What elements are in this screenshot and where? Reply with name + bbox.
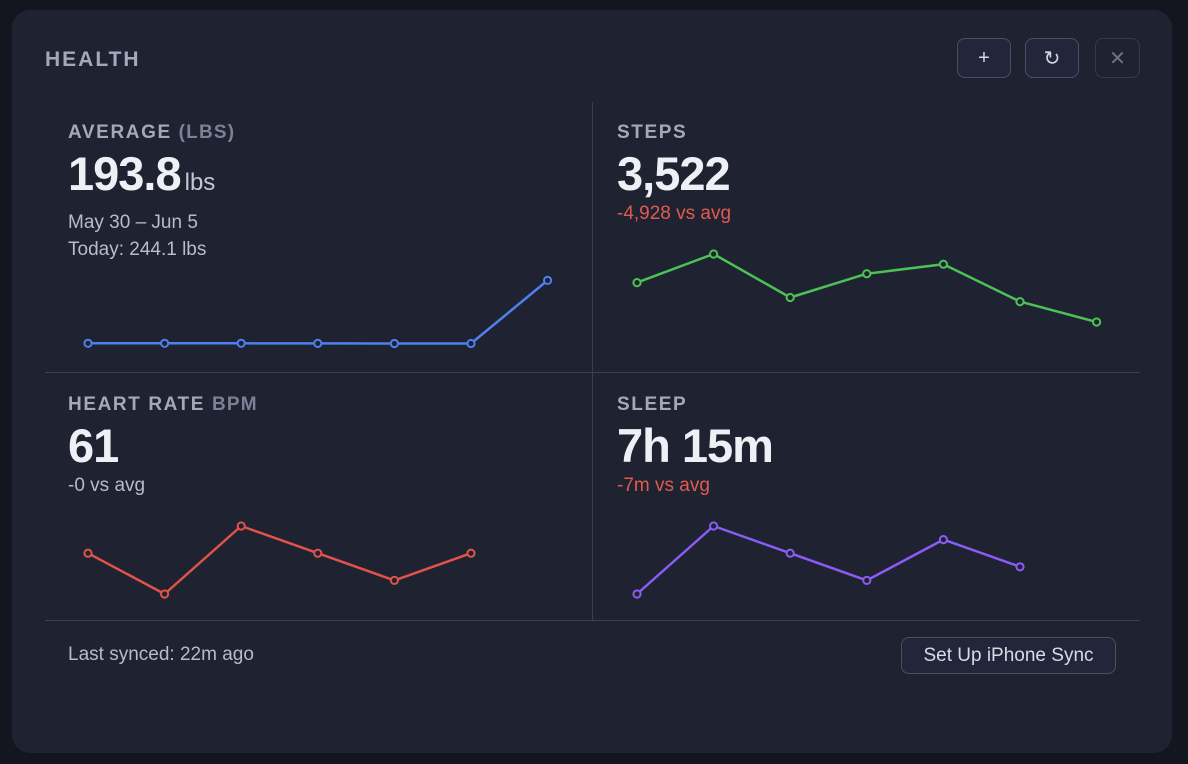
refresh-icon: ↻ [1043, 47, 1061, 70]
sleep-data-point [785, 548, 795, 558]
sleep-sparkline [632, 521, 1025, 599]
weight-data-point [160, 338, 170, 348]
heart-rate-data-point [160, 589, 170, 599]
steps-tile[interactable]: STEPS 3,522 -4,928 vs avg [617, 122, 731, 227]
steps-data-point [785, 292, 795, 303]
iphone-sync-button[interactable]: Set Up iPhone Sync [901, 637, 1116, 674]
heart-rate-data-point [83, 548, 93, 558]
heart-rate-label-text: HEART RATE [68, 394, 206, 415]
steps-data-point [1092, 317, 1102, 327]
weight-data-point [313, 338, 323, 348]
steps-data-point [632, 278, 642, 288]
tile-divider-horizontal [45, 372, 1140, 373]
sleep-data-point [862, 575, 872, 586]
weight-value-unit: lbs [184, 169, 216, 196]
refresh-button[interactable]: ↻ [1025, 38, 1079, 78]
heart-rate-data-point [466, 548, 476, 558]
heart-rate-tile[interactable]: HEART RATE BPM 61 -0 vs avg [68, 394, 258, 499]
close-icon: ✕ [1109, 47, 1126, 70]
sleep-value: 7h 15m [617, 419, 774, 472]
health-panel: HEALTH + ↻ ✕ AVERAGE (LBS) 193.8 lbs May … [12, 10, 1172, 753]
weight-data-point [389, 338, 399, 349]
sleep-data-point [632, 589, 642, 599]
sleep-tile[interactable]: SLEEP 7h 15m -7m vs avg [617, 394, 774, 499]
weight-tile[interactable]: AVERAGE (LBS) 193.8 lbs May 30 – Jun 5 To… [68, 122, 235, 263]
sleep-data-point [1015, 562, 1025, 572]
sleep-data-point [938, 535, 949, 545]
heart-rate-delta: -0 vs avg [68, 475, 146, 496]
heart-rate-data-point [389, 575, 399, 586]
heart-rate-data-point [313, 548, 323, 558]
weight-unit-label: (LBS) [178, 122, 236, 143]
heart-rate-series-line [87, 524, 472, 596]
weight-data-point [83, 338, 93, 348]
add-button[interactable]: + [957, 38, 1011, 78]
steps-label: STEPS [617, 122, 688, 143]
weight-label: AVERAGE (LBS) [68, 122, 235, 144]
last-synced-text: Last synced: 22m ago [68, 644, 254, 665]
weight-data-point [236, 338, 246, 348]
plus-icon: + [978, 46, 990, 69]
weight-data-point [543, 275, 553, 285]
weight-value-number: 193.8 [68, 147, 182, 200]
weight-label-text: AVERAGE [68, 122, 172, 143]
close-button[interactable]: ✕ [1095, 38, 1140, 78]
steps-value: 3,522 [617, 147, 731, 200]
heart-rate-sparkline [83, 521, 476, 599]
sleep-delta: -7m vs avg [617, 475, 710, 496]
panel-title: HEALTH [45, 48, 141, 71]
heart-rate-data-point [236, 521, 246, 531]
weight-today: Today: 244.1 lbs [68, 239, 207, 260]
steps-data-point [709, 249, 719, 259]
heart-rate-value: 61 [68, 419, 119, 472]
heart-rate-unit-label: BPM [211, 394, 258, 415]
weight-sparkline [83, 275, 553, 349]
sleep-label: SLEEP [617, 394, 688, 415]
footer-divider [45, 620, 1140, 621]
sleep-data-point [709, 521, 719, 531]
steps-data-point [1015, 297, 1025, 307]
steps-data-point [938, 259, 949, 269]
weight-value: 193.8 lbs [68, 148, 235, 209]
heart-rate-label: HEART RATE BPM [68, 394, 258, 416]
steps-delta: -4,928 vs avg [617, 203, 732, 224]
steps-sparkline [632, 249, 1102, 327]
weight-date-range: May 30 – Jun 5 [68, 212, 198, 233]
sleep-series-line [636, 524, 1021, 595]
tile-divider-vertical [592, 102, 593, 620]
weight-data-point [466, 338, 476, 349]
steps-data-point [862, 269, 872, 279]
